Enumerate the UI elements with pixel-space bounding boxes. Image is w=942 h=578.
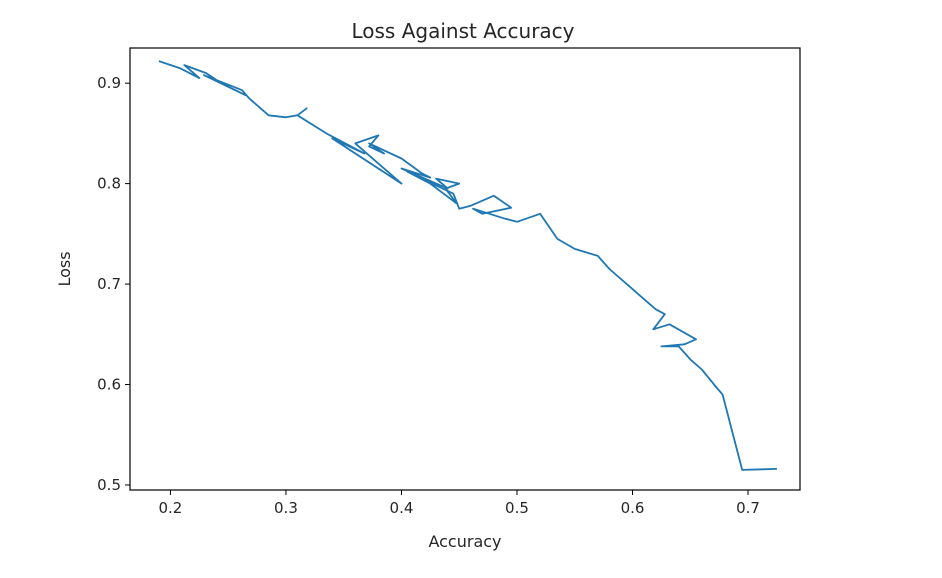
x-tick-label: 0.2: [159, 499, 183, 517]
chart-title: Loss Against Accuracy: [351, 19, 574, 43]
x-axis-label: Accuracy: [428, 532, 501, 551]
x-tick-label: 0.4: [390, 499, 414, 517]
x-tick-label: 0.7: [736, 499, 760, 517]
axes-frame: [129, 47, 801, 491]
plot-area: [158, 60, 777, 471]
y-axis-label: Loss: [55, 251, 74, 286]
x-tick-label: 0.5: [505, 499, 529, 517]
y-tick-label: 0.9: [97, 74, 121, 92]
x-axis-ticks: 0.2 0.3 0.4 0.5 0.6 0.7: [159, 490, 760, 517]
y-tick-label: 0.8: [97, 175, 121, 193]
series-line-0: [158, 60, 777, 471]
x-tick-label: 0.3: [274, 499, 298, 517]
x-tick-label: 0.6: [621, 499, 645, 517]
y-tick-label: 0.5: [97, 476, 121, 494]
y-axis-ticks: 0.5 0.6 0.7 0.8 0.9: [97, 74, 130, 494]
y-tick-label: 0.7: [97, 275, 121, 293]
y-tick-label: 0.6: [97, 376, 121, 394]
